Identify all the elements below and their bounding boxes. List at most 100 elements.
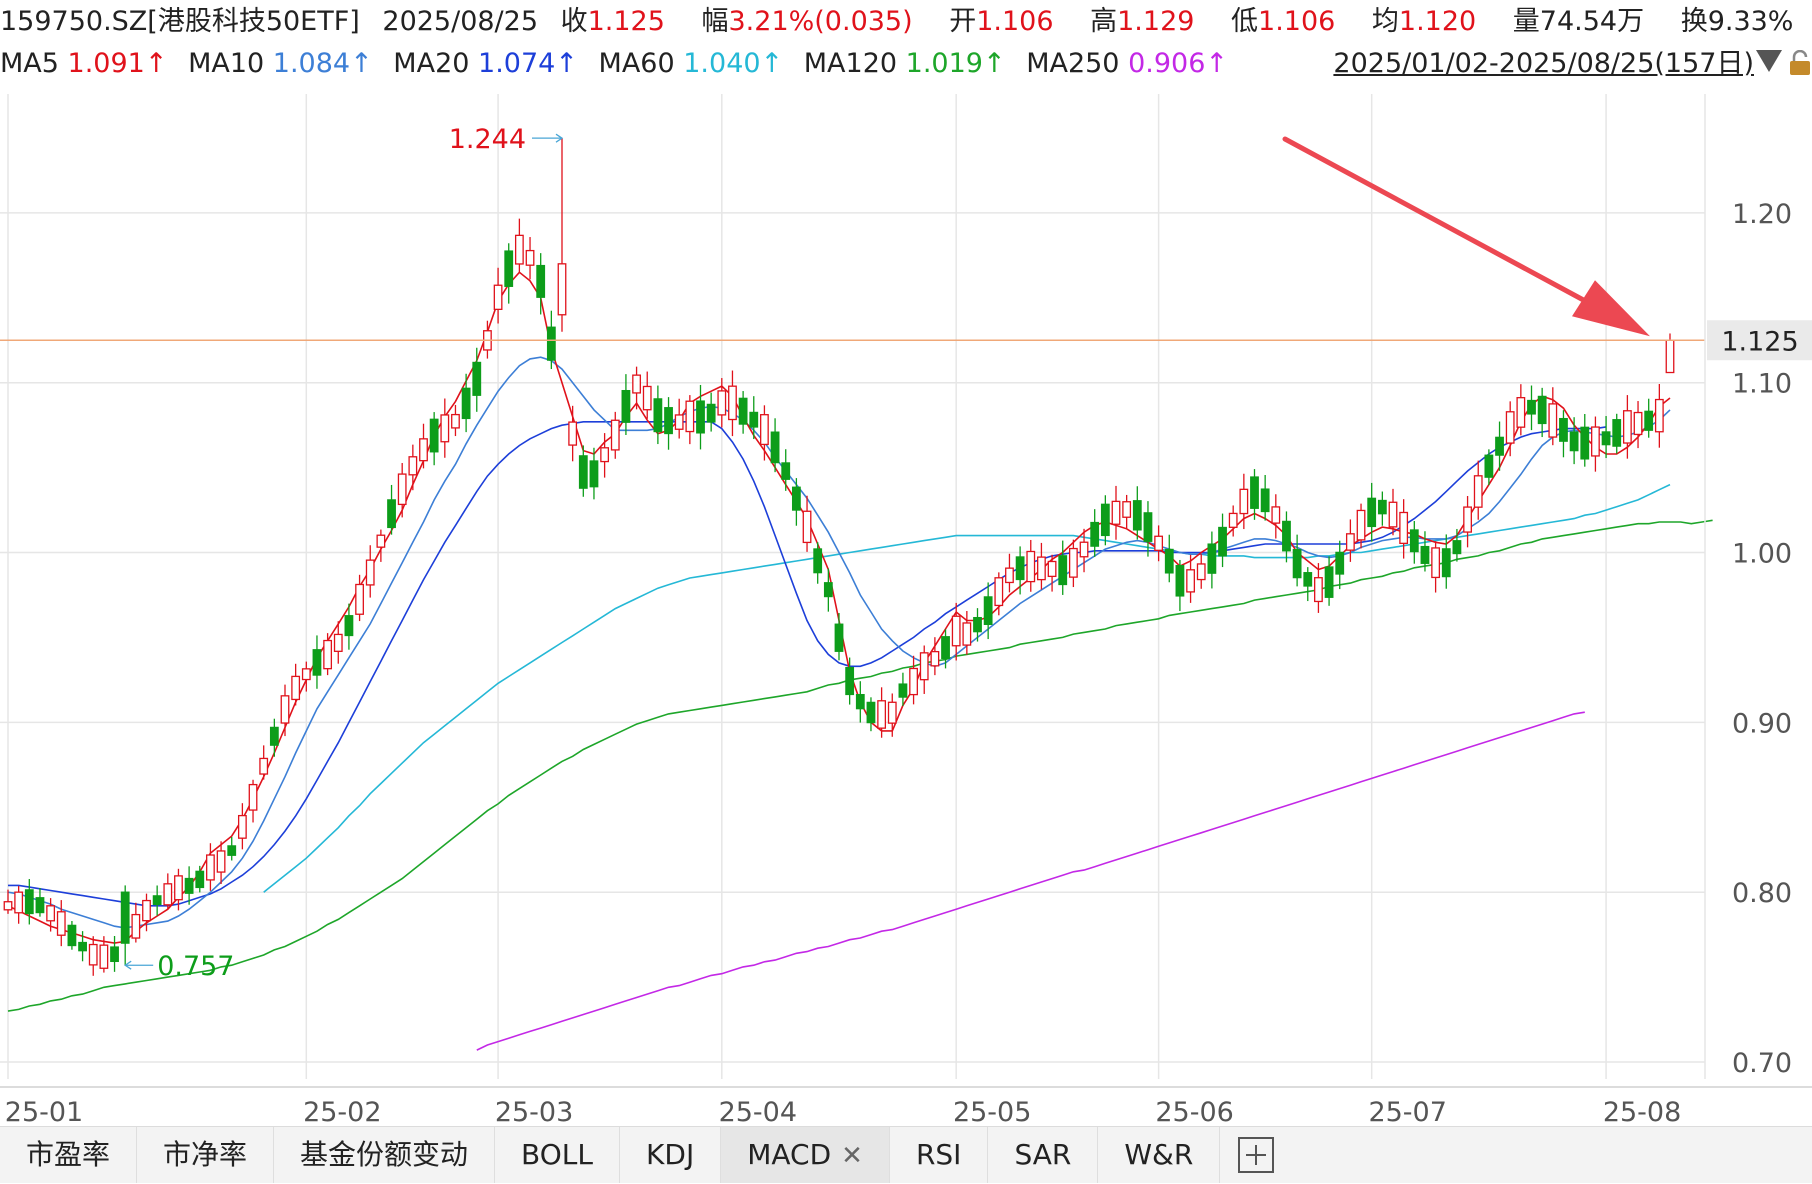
tab-kdj[interactable]: KDJ bbox=[620, 1127, 722, 1183]
candle-body bbox=[312, 649, 322, 676]
date-range-selector[interactable]: 2025/01/02-2025/08/25(157日) bbox=[1333, 48, 1754, 79]
candle-body bbox=[142, 899, 151, 922]
candle-body bbox=[749, 411, 759, 428]
candle-body bbox=[589, 460, 599, 488]
tab-sar[interactable]: SAR bbox=[988, 1127, 1099, 1183]
candle-body bbox=[280, 695, 290, 724]
candle-body bbox=[802, 510, 812, 544]
low-field: 低1.106 bbox=[1231, 6, 1336, 37]
candle-body bbox=[1005, 567, 1014, 584]
tab-macd[interactable]: MACD ✕ bbox=[721, 1127, 890, 1183]
turnover-field: 换9.33% bbox=[1680, 6, 1794, 37]
candle-body bbox=[227, 845, 237, 856]
candle-body bbox=[717, 390, 727, 416]
candle-body bbox=[823, 582, 833, 598]
candle-body bbox=[770, 431, 780, 464]
candle-body bbox=[344, 615, 354, 637]
candle-body bbox=[1132, 500, 1142, 531]
high-marker-arrow bbox=[555, 133, 564, 143]
tab-pe-ratio[interactable]: 市盈率 bbox=[0, 1127, 138, 1183]
high-field: 高1.129 bbox=[1090, 6, 1195, 37]
candle-body bbox=[578, 455, 588, 489]
tab-rsi[interactable]: RSI bbox=[890, 1127, 989, 1183]
candle-body bbox=[1090, 521, 1100, 547]
candle-body bbox=[408, 456, 418, 476]
candle-body bbox=[1324, 566, 1334, 598]
candle-body bbox=[1612, 419, 1622, 447]
dropdown-triangle-icon[interactable] bbox=[1756, 50, 1782, 72]
candle-body bbox=[46, 905, 56, 922]
candle-body bbox=[333, 633, 343, 652]
ma250-line bbox=[476, 711, 1585, 1051]
candle-body bbox=[504, 250, 514, 287]
candle-body bbox=[1591, 426, 1600, 457]
candle-body bbox=[1271, 506, 1281, 524]
candle-body bbox=[376, 534, 386, 548]
candle-body bbox=[1250, 476, 1259, 509]
candle-body bbox=[1079, 541, 1089, 558]
add-tab-icon[interactable] bbox=[1238, 1137, 1275, 1173]
security-code-name: 159750.SZ[港股科技50ETF] bbox=[0, 6, 360, 37]
candle-body bbox=[696, 400, 705, 434]
x-tick-label: 25-02 bbox=[303, 1097, 381, 1124]
candle-body bbox=[1037, 556, 1046, 581]
low-price-label: 0.757 bbox=[157, 951, 234, 982]
x-tick-label: 25-05 bbox=[953, 1097, 1031, 1124]
y-tick-label: 0.70 bbox=[1732, 1048, 1792, 1079]
candle-body bbox=[834, 623, 844, 652]
candle-body bbox=[1239, 488, 1249, 515]
candle-body bbox=[397, 473, 407, 506]
average-field: 均1.120 bbox=[1371, 6, 1477, 37]
candle-body bbox=[451, 413, 460, 429]
candle-body bbox=[184, 877, 194, 894]
candle-body bbox=[973, 616, 982, 633]
last-price-tag bbox=[1707, 320, 1812, 361]
candle-body bbox=[1111, 500, 1121, 525]
candle-body bbox=[909, 667, 918, 696]
candle-body bbox=[1196, 563, 1206, 581]
tab-boll[interactable]: BOLL bbox=[495, 1127, 621, 1183]
candle-body bbox=[493, 284, 503, 311]
candle-body bbox=[1644, 410, 1654, 431]
candle-body bbox=[429, 418, 439, 453]
candle-body bbox=[1622, 410, 1632, 444]
candle-body bbox=[206, 854, 215, 881]
candle-body bbox=[387, 499, 396, 529]
candle-body bbox=[994, 577, 1004, 607]
close-icon[interactable]: ✕ bbox=[841, 1141, 863, 1171]
candle-body bbox=[461, 387, 471, 420]
candle-body bbox=[1047, 560, 1057, 578]
candle-body bbox=[131, 913, 141, 939]
candle-body bbox=[216, 850, 226, 873]
candle-body bbox=[610, 419, 620, 451]
candle-body bbox=[781, 462, 791, 480]
candle-body bbox=[685, 400, 695, 433]
tab-fund-share-change[interactable]: 基金份额变动 bbox=[274, 1127, 496, 1183]
candle-body bbox=[1654, 398, 1664, 433]
candle-body bbox=[791, 486, 801, 511]
candle-body bbox=[1601, 431, 1611, 446]
candle-body bbox=[110, 946, 119, 963]
candle-body bbox=[1569, 431, 1579, 452]
candle-body bbox=[1100, 503, 1110, 537]
candle-body bbox=[78, 941, 87, 952]
candle-body bbox=[355, 583, 364, 615]
tab-wr[interactable]: W&R bbox=[1098, 1127, 1221, 1183]
candle-body bbox=[1015, 556, 1025, 581]
low-marker-arrow bbox=[124, 960, 132, 970]
candle-body bbox=[99, 944, 109, 969]
candle-body bbox=[728, 385, 737, 421]
candle-body bbox=[983, 596, 993, 626]
y-tick-label: 1.20 bbox=[1732, 199, 1792, 230]
candle-body bbox=[174, 875, 183, 901]
tab-pb-ratio[interactable]: 市净率 bbox=[137, 1127, 275, 1183]
candle-body bbox=[88, 943, 98, 966]
lock-icon[interactable] bbox=[1788, 50, 1812, 76]
ma10-legend: MA10 1.084↑ bbox=[188, 48, 373, 79]
x-tick-label: 25-08 bbox=[1603, 1097, 1681, 1124]
candle-body bbox=[653, 398, 663, 433]
candle-body bbox=[557, 263, 567, 316]
candle-body bbox=[1068, 547, 1078, 578]
candle-body bbox=[1143, 512, 1153, 542]
y-tick-label: 1.10 bbox=[1732, 369, 1792, 400]
